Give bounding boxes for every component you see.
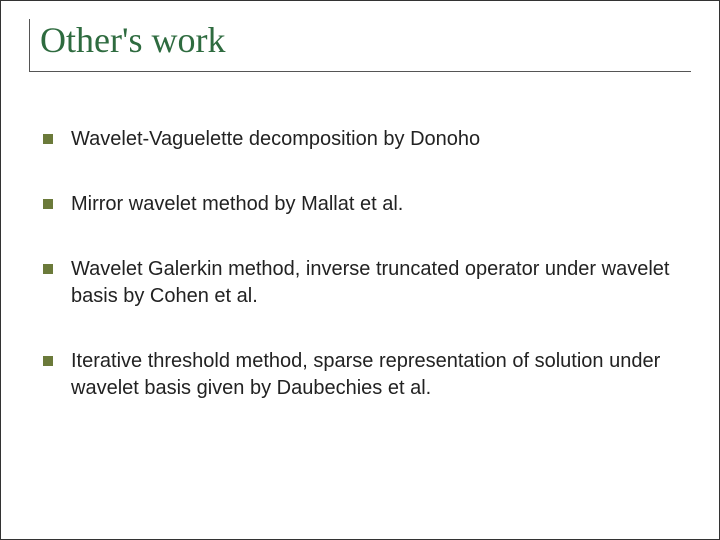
bullet-marker-icon [43, 356, 53, 366]
bullet-list: Wavelet-Vaguelette decomposition by Dono… [29, 126, 691, 402]
slide-title: Other's work [29, 19, 691, 72]
bullet-text: Iterative threshold method, sparse repre… [71, 348, 691, 402]
list-item: Mirror wavelet method by Mallat et al. [43, 191, 691, 218]
bullet-text: Wavelet Galerkin method, inverse truncat… [71, 256, 691, 310]
list-item: Iterative threshold method, sparse repre… [43, 348, 691, 402]
list-item: Wavelet-Vaguelette decomposition by Dono… [43, 126, 691, 153]
bullet-marker-icon [43, 199, 53, 209]
bullet-marker-icon [43, 134, 53, 144]
bullet-marker-icon [43, 264, 53, 274]
slide: Other's work Wavelet-Vaguelette decompos… [1, 1, 719, 539]
list-item: Wavelet Galerkin method, inverse truncat… [43, 256, 691, 310]
bullet-text: Mirror wavelet method by Mallat et al. [71, 191, 691, 218]
bullet-text: Wavelet-Vaguelette decomposition by Dono… [71, 126, 691, 153]
